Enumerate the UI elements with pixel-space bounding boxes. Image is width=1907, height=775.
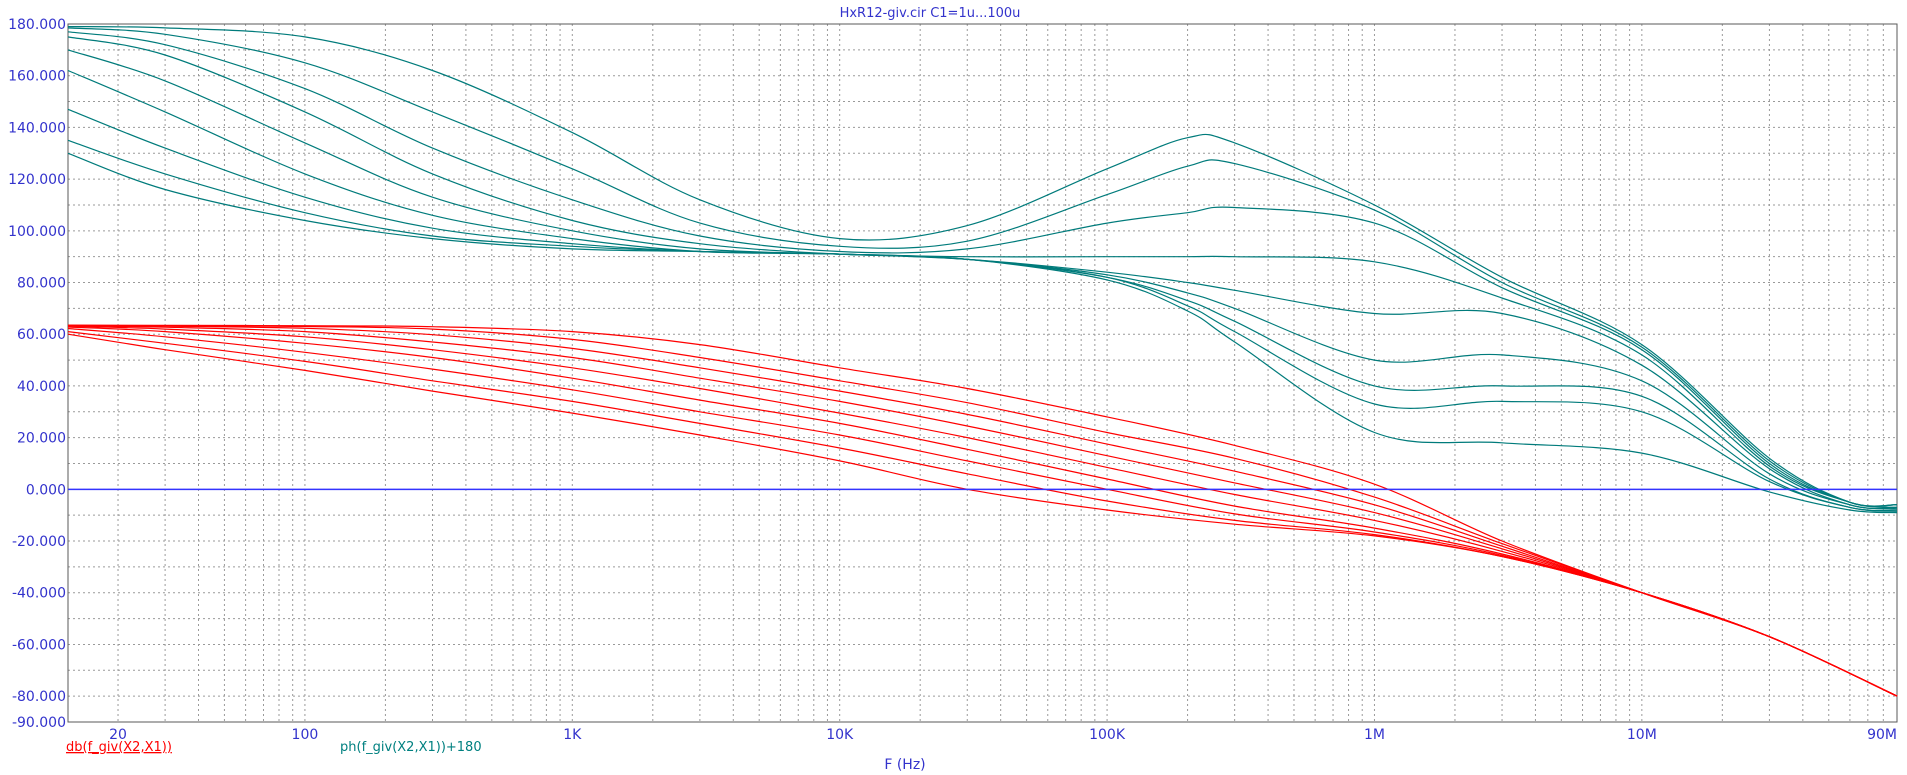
plot-frame (67, 23, 1898, 723)
plot-border (67, 23, 1898, 723)
y-tick-label: 0.000 (26, 482, 66, 498)
x-tick-label: 1K (563, 727, 582, 743)
x-tick-label: 10M (1627, 727, 1657, 743)
y-tick-label: -40.000 (12, 586, 66, 602)
phase-curve-13 (67, 49, 1898, 509)
y-tick-label: 160.000 (8, 69, 66, 85)
phase-curve-9 (67, 26, 1898, 507)
phase-curve-17 (67, 152, 1898, 514)
legend-magnitude: db(f_giv(X2,X1)) (66, 740, 172, 755)
x-tick-label: 20 (109, 727, 127, 743)
phase-curve-11 (67, 31, 1898, 507)
x-axis-label: F (Hz) (884, 757, 925, 773)
y-tick-label: -20.000 (12, 534, 66, 550)
y-tick-label: 180.000 (8, 17, 66, 33)
legend-phase: ph(f_giv(X2,X1))+180 (340, 740, 482, 755)
y-tick-label: 120.000 (8, 172, 66, 188)
y-axis-ticks: 180.000 160.000 140.000 120.000 100.000 80.00… (8, 17, 66, 731)
y-tick-label: 100.000 (8, 224, 66, 240)
y-tick-label: 60.000 (17, 327, 66, 343)
y-tick-label: -80.000 (12, 689, 66, 705)
y-tick-label: 20.000 (17, 431, 66, 447)
phase-curve-16 (67, 139, 1898, 512)
x-tick-label: 100K (1089, 727, 1126, 743)
y-tick-label: -60.000 (12, 637, 66, 653)
y-tick-label: -90.000 (12, 715, 66, 731)
series-group (67, 26, 1898, 697)
phase-curve-12 (67, 36, 1898, 508)
phase-curve-14 (67, 69, 1898, 510)
phase-curve-10 (67, 27, 1898, 507)
grid (68, 24, 1897, 722)
x-tick-label: 90M (1867, 727, 1897, 743)
magnitude-curve-8 (67, 333, 1898, 697)
y-tick-label: 140.000 (8, 120, 66, 136)
x-tick-label: 100 (292, 727, 319, 743)
y-tick-label: 80.000 (17, 276, 66, 292)
x-axis-ticks: 20 100 1K 10K 100K 1M 10M 90M (109, 727, 1897, 743)
chart-title: HxR12-giv.cir C1=1u...100u (840, 6, 1021, 21)
x-tick-label: 10K (826, 727, 854, 743)
y-tick-label: 40.000 (17, 379, 66, 395)
x-tick-label: 1M (1364, 727, 1385, 743)
